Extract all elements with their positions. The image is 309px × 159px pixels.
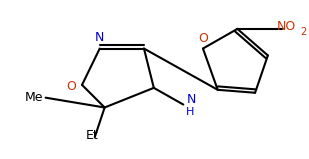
Text: Me: Me <box>25 91 44 104</box>
Text: O: O <box>198 32 208 45</box>
Text: 2: 2 <box>300 27 307 37</box>
Text: H: H <box>186 107 195 117</box>
Text: N: N <box>186 93 196 106</box>
Text: NO: NO <box>277 21 296 33</box>
Text: N: N <box>95 31 104 44</box>
Text: Et: Et <box>86 129 98 142</box>
Text: O: O <box>66 80 76 93</box>
